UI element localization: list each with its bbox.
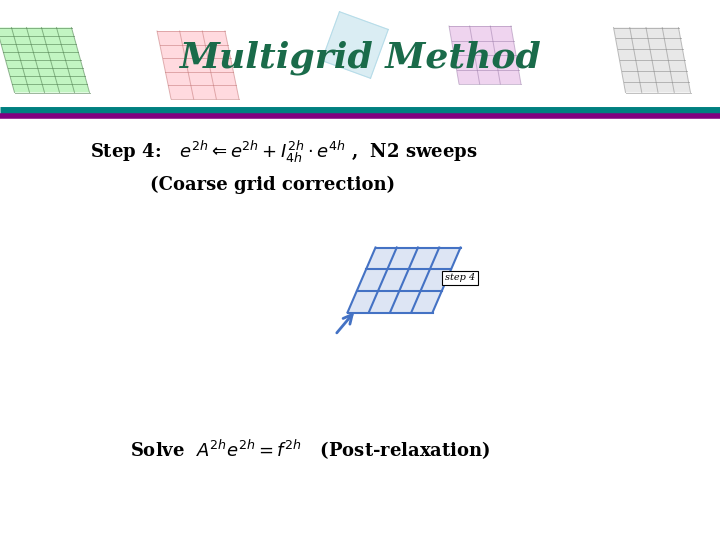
Text: Solve  $A^{2h}e^{2h} = f^{2h}$   (Post-relaxation): Solve $A^{2h}e^{2h} = f^{2h}$ (Post-rela… bbox=[130, 438, 490, 462]
Text: Step 4:   $e^{2h} \Leftarrow e^{2h} + I_{4h}^{2h} \cdot e^{4h}$ ,  N2 sweeps: Step 4: $e^{2h} \Leftarrow e^{2h} + I_{4… bbox=[90, 139, 477, 165]
Polygon shape bbox=[348, 247, 461, 313]
Text: Multigrid Method: Multigrid Method bbox=[179, 40, 541, 75]
Polygon shape bbox=[322, 12, 388, 78]
Polygon shape bbox=[613, 28, 690, 92]
Polygon shape bbox=[449, 26, 521, 84]
Polygon shape bbox=[157, 31, 239, 99]
Polygon shape bbox=[0, 28, 89, 92]
Text: step 4: step 4 bbox=[445, 273, 475, 282]
Text: (Coarse grid correction): (Coarse grid correction) bbox=[150, 176, 395, 194]
Bar bbox=[0, 0, 720, 110]
